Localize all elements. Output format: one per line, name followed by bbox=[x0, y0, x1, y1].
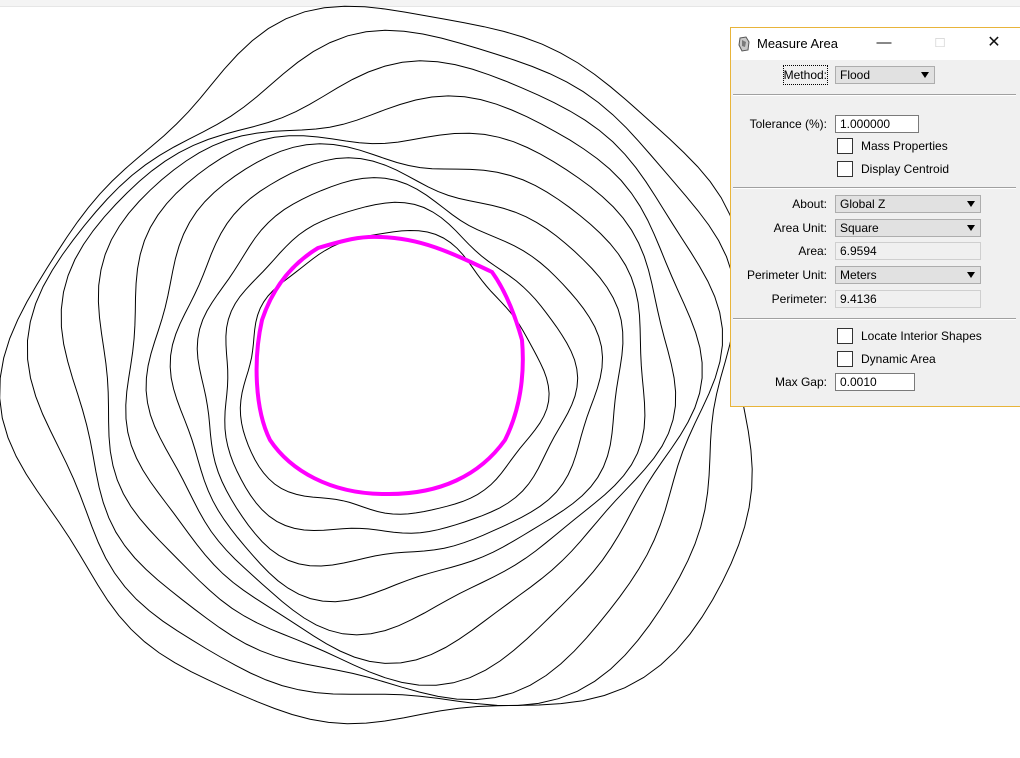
dynamic-area-label: Dynamic Area bbox=[861, 352, 936, 366]
display-centroid-label: Display Centroid bbox=[861, 162, 950, 176]
view-top-border bbox=[0, 0, 1020, 7]
separator bbox=[733, 94, 1016, 96]
area-unit-label: Area Unit: bbox=[773, 221, 827, 235]
tolerance-input[interactable]: 1.000000 bbox=[835, 115, 919, 133]
dynamic-area-checkbox[interactable] bbox=[837, 351, 853, 367]
mass-properties-checkbox-row[interactable]: Mass Properties bbox=[837, 137, 1007, 155]
locate-interior-checkbox-row[interactable]: Locate Interior Shapes bbox=[837, 327, 1015, 345]
perimeter-unit-label: Perimeter Unit: bbox=[746, 268, 827, 282]
measured-shape-highlight bbox=[254, 234, 525, 497]
chevron-down-icon bbox=[967, 272, 975, 278]
separator bbox=[733, 187, 1016, 189]
method-value: Flood bbox=[840, 68, 871, 82]
measure-area-dialog: Measure Area — □ ✕ Method: Flood Toleran… bbox=[730, 27, 1020, 407]
close-button[interactable]: ✕ bbox=[987, 34, 1001, 51]
contour-line[interactable] bbox=[169, 157, 624, 603]
mass-properties-checkbox[interactable] bbox=[837, 138, 853, 154]
method-label: Method: bbox=[782, 65, 829, 85]
area-unit-value: Square bbox=[840, 221, 879, 235]
mass-properties-label: Mass Properties bbox=[861, 139, 948, 153]
contour-line[interactable] bbox=[125, 132, 677, 664]
chevron-down-icon bbox=[921, 72, 929, 78]
chevron-down-icon bbox=[967, 201, 975, 207]
max-gap-input[interactable]: 0.0010 bbox=[835, 373, 915, 391]
contour-line[interactable] bbox=[224, 201, 579, 534]
maximize-button[interactable]: □ bbox=[935, 34, 945, 51]
separator bbox=[733, 318, 1016, 320]
minimize-button[interactable]: — bbox=[876, 34, 892, 51]
perimeter-unit-dropdown[interactable]: Meters bbox=[835, 266, 981, 284]
area-unit-dropdown[interactable]: Square bbox=[835, 219, 981, 237]
contour-line[interactable] bbox=[145, 143, 646, 636]
chevron-down-icon bbox=[967, 225, 975, 231]
perimeter-label: Perimeter: bbox=[771, 292, 827, 306]
locate-interior-label: Locate Interior Shapes bbox=[861, 329, 982, 343]
contour-line[interactable] bbox=[239, 229, 550, 515]
max-gap-label: Max Gap: bbox=[774, 375, 827, 389]
measure-area-tool-icon bbox=[738, 36, 750, 52]
area-label: Area: bbox=[798, 244, 827, 258]
contour-lines[interactable] bbox=[0, 5, 753, 725]
perimeter-value-field: 9.4136 bbox=[835, 290, 981, 308]
area-value-field: 6.9594 bbox=[835, 242, 981, 260]
about-label: About: bbox=[792, 197, 827, 211]
tolerance-label: Tolerance (%): bbox=[749, 117, 827, 131]
contour-line[interactable] bbox=[97, 95, 703, 686]
dialog-titlebar[interactable]: Measure Area — □ ✕ bbox=[731, 28, 1020, 60]
contour-line[interactable] bbox=[60, 60, 723, 701]
contour-line[interactable] bbox=[26, 29, 736, 707]
method-dropdown[interactable]: Flood bbox=[835, 66, 935, 84]
locate-interior-checkbox[interactable] bbox=[837, 328, 853, 344]
perimeter-unit-value: Meters bbox=[840, 268, 877, 282]
display-centroid-checkbox[interactable] bbox=[837, 161, 853, 177]
display-centroid-checkbox-row[interactable]: Display Centroid bbox=[837, 160, 1007, 178]
contour-line[interactable] bbox=[196, 177, 604, 567]
about-value: Global Z bbox=[840, 197, 886, 211]
dynamic-area-checkbox-row[interactable]: Dynamic Area bbox=[837, 350, 1007, 368]
dialog-title: Measure Area bbox=[757, 36, 838, 51]
contour-line[interactable] bbox=[0, 5, 753, 725]
about-dropdown[interactable]: Global Z bbox=[835, 195, 981, 213]
